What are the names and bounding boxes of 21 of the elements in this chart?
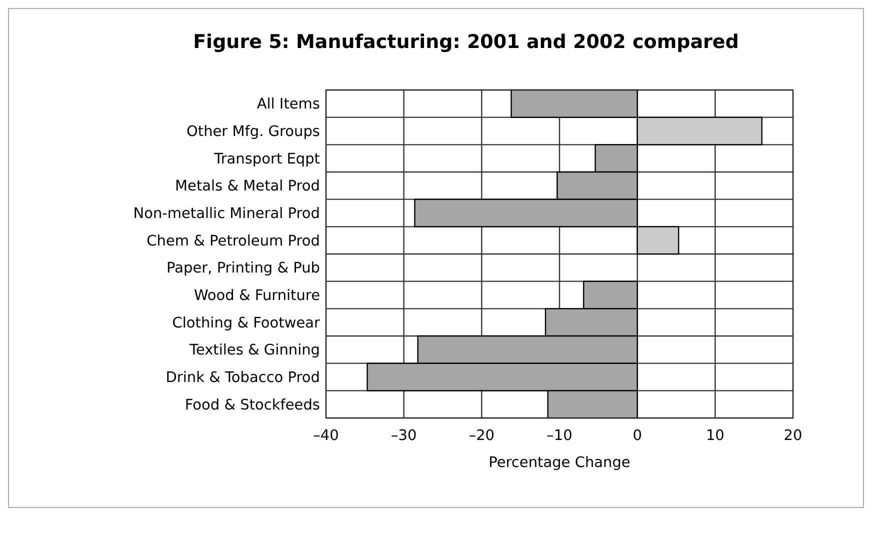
x-tick-label: 10 (706, 428, 724, 444)
y-tick-label: Drink & Tobacco Prod (166, 370, 320, 386)
x-axis-title: Percentage Change (488, 455, 630, 471)
y-tick-label: Metals & Metal Prod (175, 178, 320, 195)
y-tick-label: Paper, Printing & Pub (166, 260, 320, 277)
y-tick-label: Transport Eqpt (213, 151, 320, 168)
y-tick-label: Food & Stockfeeds (184, 397, 320, 414)
x-tick-label: –40 (313, 428, 339, 444)
x-tick-label: 20 (784, 428, 802, 444)
y-tick-label: Non-metallic Mineral Prod (133, 206, 320, 222)
x-tick-label: –20 (468, 428, 495, 444)
x-tick-label: –10 (546, 428, 572, 444)
y-tick-label: Textiles & Ginning (188, 342, 320, 359)
chart-title: Figure 5: Manufacturing: 2001 and 2002 compared (193, 31, 739, 53)
y-tick-label: Wood & Furniture (194, 288, 320, 304)
y-tick-label: Other Mfg. Groups (186, 124, 320, 140)
y-tick-label: Chem & Petroleum Prod (146, 233, 320, 250)
x-tick-label: 0 (632, 428, 642, 444)
y-tick-label: Clothing & Footwear (172, 315, 320, 332)
x-tick-label: –30 (390, 428, 417, 444)
y-tick-label: All Items (256, 96, 320, 113)
